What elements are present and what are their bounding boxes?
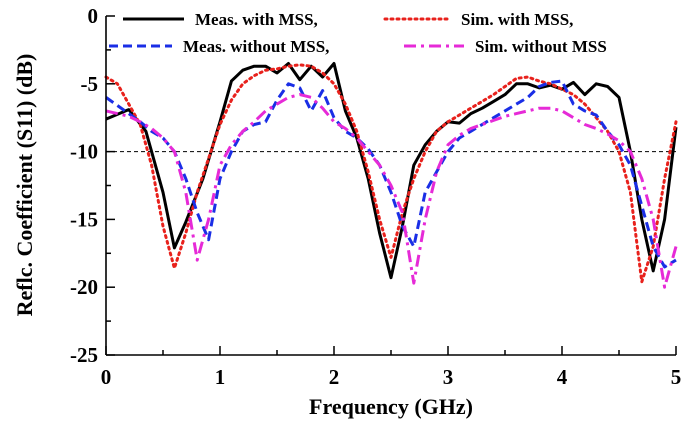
x-tick-label: 5	[671, 365, 682, 389]
legend-label-1: Meas. with MSS,	[195, 10, 318, 29]
y-tick-label: -10	[70, 140, 98, 164]
y-tick-label: -15	[70, 207, 98, 231]
y-axis-label: Reflc. Coefficient (S11) (dB)	[12, 54, 37, 317]
x-tick-layer: 0 1 2 3 4 5	[101, 346, 682, 389]
legend-label-4: Sim. without MSS	[475, 37, 607, 56]
y-tick-label: -25	[70, 343, 98, 367]
x-tick-label: 1	[215, 365, 226, 389]
legend-label-3: Meas. without MSS,	[183, 37, 329, 56]
legend-label-2: Sim. with MSS,	[461, 10, 573, 29]
y-tick-label: 0	[88, 4, 99, 28]
y-tick-layer: 0 -5 -10 -15 -20 -25	[70, 4, 115, 367]
x-tick-label: 3	[443, 365, 454, 389]
y-tick-label: -5	[81, 72, 99, 96]
x-axis-label: Frequency (GHz)	[309, 394, 473, 419]
x-tick-label: 2	[329, 365, 340, 389]
series-line-4	[105, 93, 678, 289]
series-line-3	[105, 79, 677, 269]
series-line-2	[104, 63, 678, 284]
y-tick-label: -20	[70, 275, 98, 299]
x-tick-label: 0	[101, 365, 112, 389]
legend: Meas. with MSS, Sim. with MSS, Meas. witho…	[109, 10, 607, 56]
series-layer	[104, 62, 678, 289]
series-line-1	[105, 62, 678, 280]
x-tick-label: 4	[557, 365, 568, 389]
